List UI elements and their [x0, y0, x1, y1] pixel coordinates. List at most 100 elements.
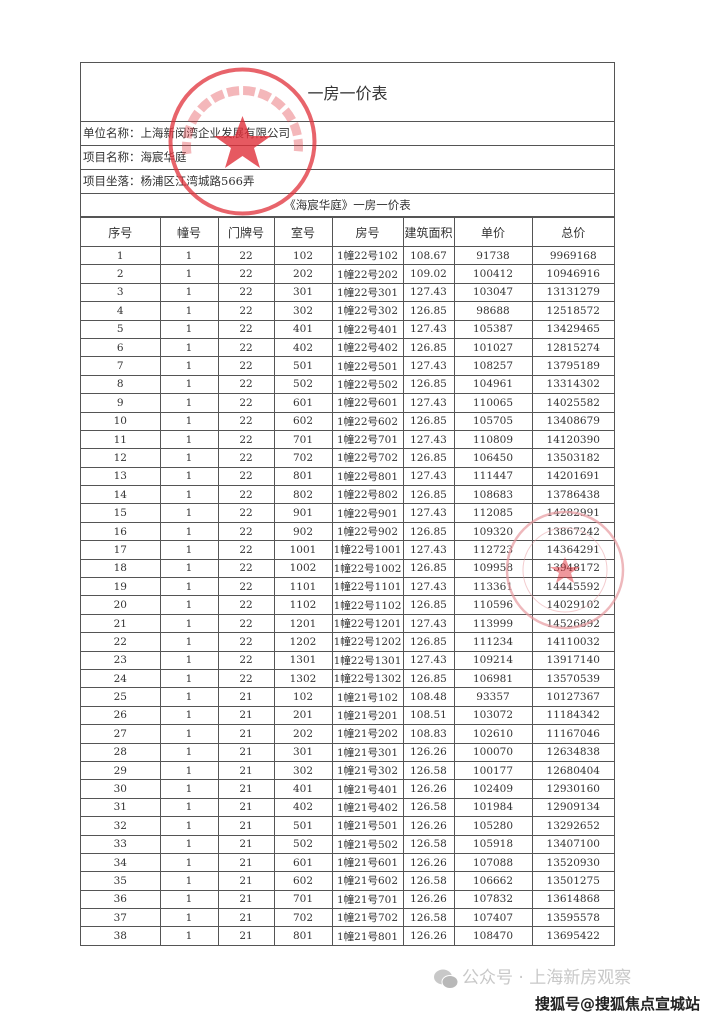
column-header: 幢号 — [159, 217, 219, 247]
table-cell: 111234 — [453, 632, 533, 652]
table-cell: 102 — [273, 687, 333, 707]
table-row: 34 1 21 601 1幢21号601 126.26 107088 13520930 — [81, 852, 614, 873]
table-cell: 14029102 — [531, 595, 614, 615]
table-cell: 14201691 — [531, 466, 614, 487]
table-cell: 1 — [159, 834, 219, 854]
table-cell: 22 — [217, 540, 275, 560]
table-cell: 11184342 — [531, 705, 614, 726]
table-cell: 1 — [159, 393, 219, 413]
table-cell: 21 — [217, 705, 275, 726]
table-cell: 13786438 — [531, 485, 614, 505]
table-row: 30 1 21 401 1幢21号401 126.26 102409 12930160 — [81, 779, 614, 799]
table-cell: 1幢22号301 — [331, 282, 404, 303]
table-cell: 1 — [159, 797, 219, 818]
table-cell: 13314302 — [531, 374, 614, 395]
table-cell: 126.85 — [402, 301, 455, 321]
table-cell: 20 — [81, 595, 161, 615]
table-cell: 1幢22号501 — [331, 356, 404, 376]
table-cell: 107832 — [453, 889, 533, 910]
table-cell: 13917140 — [531, 650, 614, 670]
table-cell: 1幢21号401 — [331, 779, 404, 799]
table-cell: 5 — [81, 319, 161, 339]
table-row: 9 1 22 601 1幢22号601 127.43 110065 14025582 — [81, 393, 614, 413]
table-cell: 401 — [273, 319, 333, 339]
table-cell: 13408679 — [531, 411, 614, 431]
table-cell: 802 — [273, 485, 333, 505]
table-cell: 1 — [159, 301, 219, 321]
table-cell: 126.58 — [402, 834, 455, 854]
table-cell: 22 — [217, 411, 275, 431]
table-cell: 127.43 — [402, 429, 455, 450]
table-cell: 8 — [81, 374, 161, 395]
table-cell: 1 — [159, 429, 219, 450]
table-cell: 201 — [273, 705, 333, 726]
table-row: 17 1 22 1001 1幢22号1001 127.43 112723 14364291 — [81, 540, 614, 560]
table-cell: 106981 — [453, 668, 533, 689]
table-cell: 126.85 — [402, 595, 455, 615]
table-cell: 101984 — [453, 797, 533, 818]
table-cell: 127.43 — [402, 356, 455, 376]
table-cell: 103072 — [453, 705, 533, 726]
table-cell: 301 — [273, 282, 333, 303]
table-cell: 1幢22号1302 — [331, 668, 404, 689]
table-cell: 1302 — [273, 668, 333, 689]
table-cell: 13595578 — [531, 908, 614, 928]
table-cell: 1幢21号602 — [331, 871, 404, 891]
table-cell: 126.26 — [402, 926, 455, 945]
table-cell: 1幢21号301 — [331, 742, 404, 762]
table-cell: 127.43 — [402, 393, 455, 413]
table-cell: 12815274 — [531, 337, 614, 358]
table-cell: 21 — [217, 871, 275, 891]
table-cell: 301 — [273, 742, 333, 762]
table-cell: 1幢21号302 — [331, 760, 404, 781]
table-cell: 126.26 — [402, 742, 455, 762]
table-row: 14 1 22 802 1幢22号802 126.85 108683 13786438 — [81, 485, 614, 505]
table-row: 19 1 22 1101 1幢22号1101 127.43 113361 14445592 — [81, 577, 614, 597]
table-cell: 34 — [81, 852, 161, 873]
table-cell: 110809 — [453, 429, 533, 450]
table-header-row: 序号 幢号 门牌号 室号 房号 建筑面积 单价 总价 — [81, 217, 614, 247]
table-cell: 1 — [159, 650, 219, 670]
table-cell: 13 — [81, 466, 161, 487]
table-cell: 1幢22号802 — [331, 485, 404, 505]
table-row: 29 1 21 302 1幢21号302 126.58 100177 12680404 — [81, 760, 614, 781]
table-cell: 1 — [159, 889, 219, 910]
table-cell: 109320 — [453, 521, 533, 542]
table-cell: 30 — [81, 779, 161, 799]
table-cell: 9 — [81, 393, 161, 413]
table-cell: 21 — [217, 852, 275, 873]
table-cell: 1幢22号502 — [331, 374, 404, 395]
column-header: 房号 — [331, 217, 404, 247]
table-row: 15 1 22 901 1幢22号901 127.43 112085 14282991 — [81, 503, 614, 523]
table-cell: 1幢22号102 — [331, 245, 404, 266]
table-cell: 126.26 — [402, 816, 455, 836]
table-cell: 22 — [217, 245, 275, 266]
table-cell: 1 — [159, 632, 219, 652]
table-cell: 27 — [81, 724, 161, 744]
table-cell: 1幢21号701 — [331, 889, 404, 910]
table-cell: 1 — [159, 577, 219, 597]
table-cell: 1 — [159, 613, 219, 634]
table-cell: 127.43 — [402, 466, 455, 487]
table-cell: 25 — [81, 687, 161, 707]
table-cell: 108470 — [453, 926, 533, 945]
table-cell: 127.43 — [402, 282, 455, 303]
table-cell: 22 — [217, 632, 275, 652]
table-cell: 13867242 — [531, 521, 614, 542]
table-cell: 1幢21号501 — [331, 816, 404, 836]
table-cell: 13407100 — [531, 834, 614, 854]
table-cell: 126.85 — [402, 521, 455, 542]
table-cell: 1幢22号801 — [331, 466, 404, 487]
table-cell: 9969168 — [531, 245, 614, 266]
table-cell: 4 — [81, 301, 161, 321]
table-cell: 501 — [273, 816, 333, 836]
table-cell: 1 — [159, 558, 219, 579]
table-cell: 401 — [273, 779, 333, 799]
table-cell: 126.26 — [402, 852, 455, 873]
table-cell: 13501275 — [531, 871, 614, 891]
table-cell: 11167046 — [531, 724, 614, 744]
table-row: 18 1 22 1002 1幢22号1002 126.85 109958 13948172 — [81, 558, 614, 579]
table-cell: 1 — [159, 871, 219, 891]
table-cell: 22 — [217, 613, 275, 634]
table-cell: 602 — [273, 411, 333, 431]
